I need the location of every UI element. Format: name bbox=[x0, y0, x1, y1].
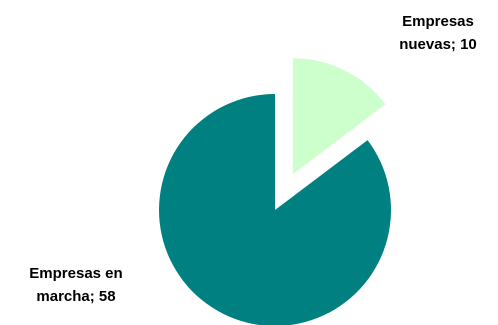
data-label-empresas-nuevas-line-1: Empresas bbox=[402, 13, 474, 30]
data-label-empresas-nuevas: Empresas nuevas; 10 bbox=[378, 10, 498, 56]
data-label-empresas-en-marcha: Empresas en marcha; 58 bbox=[12, 262, 140, 308]
pie-slice-empresas-en-marcha bbox=[159, 94, 391, 325]
data-label-empresas-nuevas-line-2: nuevas; 10 bbox=[399, 36, 477, 53]
data-label-empresas-en-marcha-line-2: marcha; 58 bbox=[36, 288, 116, 305]
data-label-empresas-en-marcha-line-1: Empresas en bbox=[29, 265, 123, 282]
pie-slice-empresas-nuevas bbox=[292, 58, 386, 175]
